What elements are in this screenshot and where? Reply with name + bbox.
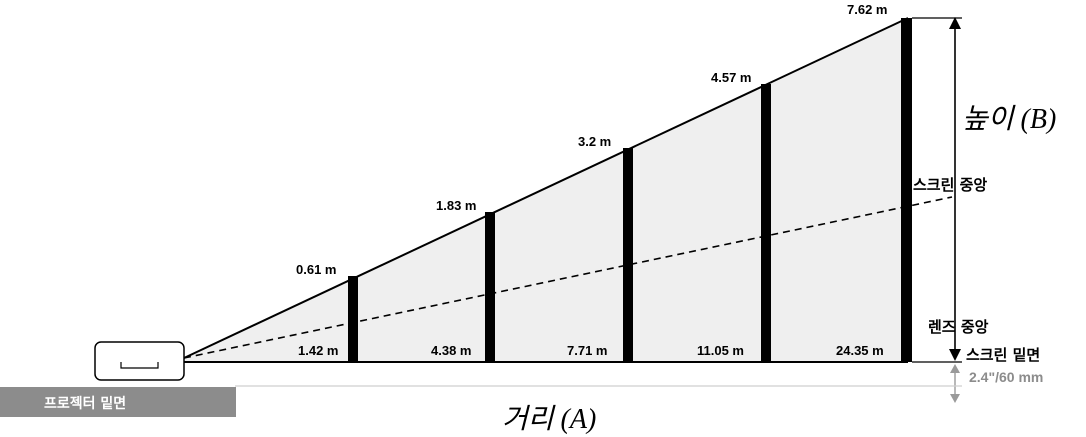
lens-center-label: 렌즈 중앙: [928, 318, 989, 336]
top-projection-line: [183, 17, 909, 359]
distance-label-5: 24.35 m: [836, 343, 884, 358]
height-arrow-bottom-icon: [949, 349, 961, 361]
screen-bar-2: [485, 212, 495, 362]
distance-label-4: 11.05 m: [697, 343, 744, 358]
height-label-3: 3.2 m: [578, 134, 611, 149]
height-arrow-top-icon: [949, 17, 961, 29]
offset-arrow-top-icon: [950, 364, 960, 373]
distance-title: 거리 (A): [502, 404, 596, 435]
projector-body: [94, 341, 185, 381]
offset-arrow-bottom-icon: [950, 394, 960, 403]
projector-lens-icon: [120, 362, 159, 369]
projector-floor-bar: [0, 387, 236, 417]
screen-bar-4: [761, 84, 771, 362]
screen-bar-3: [623, 148, 633, 362]
height-label-5: 7.62 m: [847, 2, 887, 17]
height-label-2: 1.83 m: [436, 198, 476, 213]
distance-label-3: 7.71 m: [567, 343, 607, 358]
offset-label: 2.4"/60 mm: [969, 369, 1043, 385]
screen-bar-5: [901, 18, 912, 362]
projector-floor-label: 프로젝터 밑면: [44, 395, 126, 412]
center-dashed-line: [183, 196, 953, 359]
height-label-1: 0.61 m: [296, 262, 336, 277]
height-title: 높이 (B): [962, 104, 1056, 135]
distance-label-2: 4.38 m: [431, 343, 471, 358]
screen-bar-1: [348, 276, 358, 362]
distance-label-1: 1.42 m: [298, 343, 338, 358]
height-label-4: 4.57 m: [711, 70, 751, 85]
screen-bottom-label: 스크린 밑면: [966, 346, 1040, 364]
screen-center-label: 스크린 중앙: [913, 176, 987, 194]
